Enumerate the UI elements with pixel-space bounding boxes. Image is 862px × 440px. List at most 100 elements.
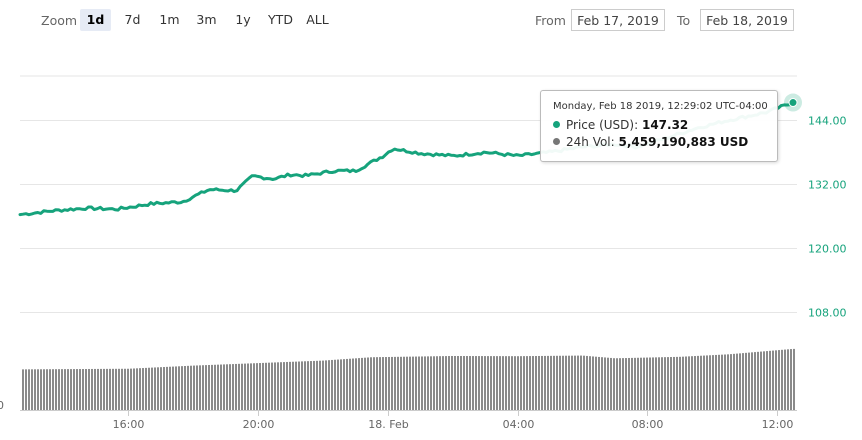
volume-bar xyxy=(178,366,180,410)
volume-bar xyxy=(373,357,375,410)
volume-bar xyxy=(319,360,321,410)
volume-bar xyxy=(190,365,192,410)
volume-bar xyxy=(484,356,486,410)
volume-bar xyxy=(205,365,207,410)
volume-bar xyxy=(586,355,588,410)
volume-bar xyxy=(25,369,27,410)
volume-bar xyxy=(631,357,633,410)
volume-bar xyxy=(571,355,573,410)
volume-bar xyxy=(295,361,297,410)
volume-bar xyxy=(727,354,729,410)
volume-bar xyxy=(91,368,93,410)
volume-bar xyxy=(769,350,771,410)
zoom-button-1d[interactable]: 1d xyxy=(80,9,111,31)
volume-bar xyxy=(202,365,204,410)
tooltip-price-label: Price (USD): xyxy=(566,118,639,132)
volume-bar xyxy=(529,356,531,410)
volume-bar xyxy=(382,357,384,410)
volume-bar xyxy=(49,369,51,410)
volume-bar xyxy=(52,369,54,410)
tooltip-volume-value: 5,459,190,883 USD xyxy=(618,135,749,149)
volume-bar xyxy=(787,349,789,410)
volume-bar xyxy=(238,363,240,410)
zoom-button-1m[interactable]: 1m xyxy=(159,12,180,27)
volume-bar xyxy=(541,355,543,410)
volume-bar xyxy=(208,364,210,410)
volume-bar xyxy=(340,359,342,410)
volume-bar xyxy=(697,355,699,410)
volume-bar xyxy=(163,367,165,410)
volume-bar xyxy=(505,356,507,410)
x-tick-label: 12:00 xyxy=(762,418,794,431)
volume-bar xyxy=(487,356,489,410)
tooltip-timestamp: Monday, Feb 18 2019, 12:29:02 UTC-04:00 xyxy=(553,101,768,112)
volume-bar xyxy=(76,369,78,410)
volume-bar xyxy=(115,368,117,410)
volume-bar xyxy=(595,356,597,410)
volume-bar xyxy=(598,356,600,410)
volume-bar xyxy=(544,355,546,410)
volume-bar xyxy=(535,356,537,410)
volume-bar xyxy=(322,360,324,410)
volume-bar xyxy=(67,369,69,410)
volume-bar xyxy=(133,368,135,410)
volume-bar xyxy=(673,356,675,410)
volume-bar xyxy=(694,356,696,410)
volume-bar xyxy=(307,361,309,410)
from-date-input[interactable]: Feb 17, 2019 xyxy=(571,9,665,31)
volume-bar xyxy=(181,366,183,410)
volume-bar xyxy=(85,368,87,410)
volume-bar xyxy=(166,366,168,410)
volume-bar xyxy=(496,356,498,410)
volume-bar xyxy=(172,366,174,410)
tooltip-volume-row: 24h Vol: 5,459,190,883 USD xyxy=(553,134,777,151)
volume-bar xyxy=(439,356,441,410)
volume-bar xyxy=(121,368,123,410)
volume-bar xyxy=(214,364,216,410)
volume-bar xyxy=(643,357,645,410)
zoom-label: Zoom xyxy=(41,13,78,28)
to-date-input[interactable]: Feb 18, 2019 xyxy=(700,9,794,31)
volume-bar xyxy=(445,356,447,410)
volume-bar xyxy=(403,356,405,410)
volume-bar xyxy=(331,359,333,410)
volume-bar xyxy=(469,356,471,410)
volume-bar xyxy=(757,351,759,410)
tooltip-price-row: Price (USD): 147.32 xyxy=(553,117,777,134)
volume-bar xyxy=(784,349,786,410)
volume-bar xyxy=(229,364,231,410)
volume-bar xyxy=(400,356,402,410)
volume-bar xyxy=(538,355,540,410)
volume-bar xyxy=(61,369,63,410)
volume-bar xyxy=(679,356,681,410)
volume-bar xyxy=(139,368,141,410)
zoom-button-3m[interactable]: 3m xyxy=(196,12,217,27)
zoom-button-all[interactable]: ALL xyxy=(306,12,329,27)
volume-bar xyxy=(241,363,243,410)
volume-bar xyxy=(280,362,282,410)
volume-bar xyxy=(448,356,450,410)
volume-bar xyxy=(664,357,666,410)
volume-bar xyxy=(721,354,723,410)
volume-bar xyxy=(217,364,219,410)
zoom-button-1y[interactable]: 1y xyxy=(235,12,251,27)
volume-bar xyxy=(460,356,462,410)
x-tick-label: 20:00 xyxy=(243,418,275,431)
volume-bar xyxy=(28,369,30,410)
volume-bar xyxy=(286,361,288,410)
volume-bar xyxy=(790,349,792,410)
volume-bar xyxy=(265,362,267,410)
volume-bar xyxy=(55,369,57,410)
zoom-button-7d[interactable]: 7d xyxy=(124,12,141,27)
volume-bar xyxy=(421,356,423,410)
volume-bar xyxy=(649,357,651,410)
volume-bar xyxy=(127,368,129,410)
zoom-button-ytd[interactable]: YTD xyxy=(268,12,293,27)
volume-bar xyxy=(253,363,255,410)
volume-bar xyxy=(325,360,327,410)
volume-bar xyxy=(703,355,705,410)
volume-bar xyxy=(220,364,222,410)
volume-bar xyxy=(244,363,246,410)
volume-bar xyxy=(262,362,264,410)
